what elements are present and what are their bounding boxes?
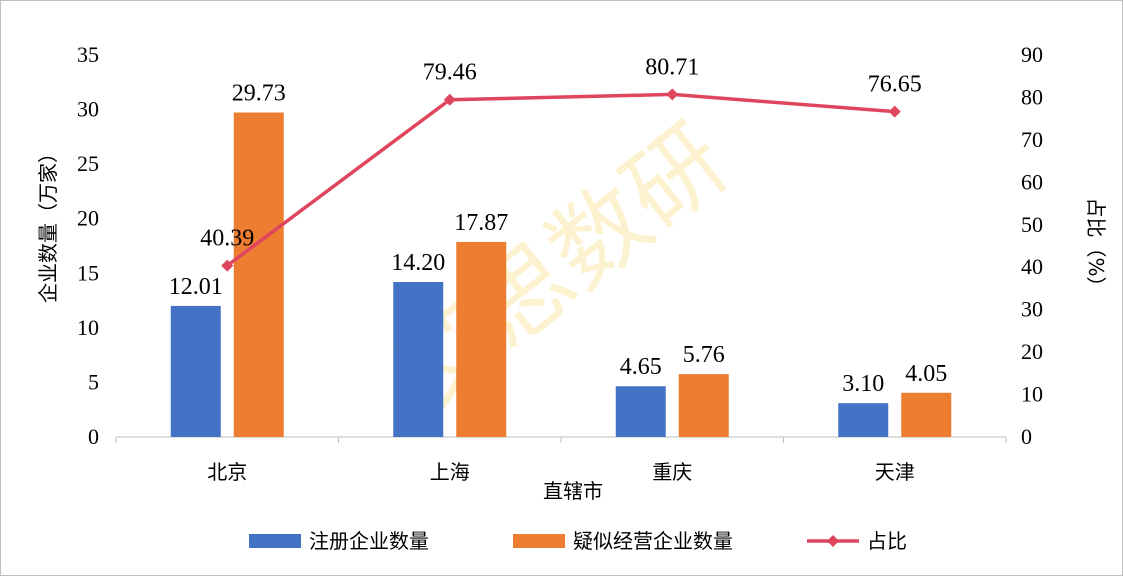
bar-value-label: 14.20 bbox=[391, 250, 445, 276]
y2-tick-label: 10 bbox=[1021, 382, 1043, 407]
line-point bbox=[888, 105, 901, 118]
line-layer bbox=[221, 88, 901, 272]
bar bbox=[838, 403, 889, 437]
y-tick-label: 30 bbox=[77, 97, 99, 122]
x-tick-label: 北京 bbox=[207, 460, 247, 484]
y2-tick-label: 70 bbox=[1021, 127, 1043, 152]
line-value-label: 76.65 bbox=[868, 72, 922, 98]
line-series bbox=[226, 92, 895, 267]
y2-tick-label: 60 bbox=[1021, 169, 1043, 194]
y-axis-title: 企业数量（万家） bbox=[36, 143, 60, 303]
bar bbox=[901, 392, 952, 437]
y-tick-label: 0 bbox=[88, 424, 99, 449]
y2-tick-label: 40 bbox=[1021, 254, 1043, 279]
bar bbox=[233, 112, 284, 438]
y-tick-label: 25 bbox=[77, 151, 99, 176]
line-point bbox=[221, 259, 234, 272]
legend-label: 疑似经营企业数量 bbox=[573, 529, 733, 553]
axes-layer: 北京 上海 重庆 天津 0 5 10 15 20 25 30 35 0 10 20 30 40 50 60 70 80 9… bbox=[36, 42, 1108, 503]
y-tick-label: 10 bbox=[77, 315, 99, 340]
x-tick-label: 重庆 bbox=[652, 460, 692, 484]
y2-tick-label: 0 bbox=[1021, 424, 1032, 449]
legend-label: 占比 bbox=[867, 529, 907, 553]
line-point bbox=[666, 88, 679, 101]
bar-value-label: 5.76 bbox=[683, 342, 725, 368]
y-tick-label: 5 bbox=[88, 369, 99, 394]
data-labels-layer: 12.01 14.20 4.65 3.10 29.73 17.87 5.76 4.05 40.3… bbox=[169, 54, 948, 397]
bar-value-label: 12.01 bbox=[169, 274, 223, 300]
line-value-label: 40.39 bbox=[200, 226, 254, 252]
bar bbox=[615, 386, 666, 437]
legend-marker bbox=[827, 535, 839, 547]
y-tick-label: 35 bbox=[77, 42, 99, 67]
y2-tick-label: 50 bbox=[1021, 212, 1043, 237]
y2-tick-label: 20 bbox=[1021, 339, 1043, 364]
y2-tick-label: 30 bbox=[1021, 297, 1043, 322]
bar-value-label: 3.10 bbox=[842, 371, 884, 397]
line-point bbox=[443, 93, 456, 106]
bar-value-label: 4.65 bbox=[620, 354, 662, 380]
line-value-label: 80.71 bbox=[645, 54, 699, 80]
bar-value-label: 17.87 bbox=[454, 210, 508, 236]
y2-axis-title: 占比（%） bbox=[1084, 197, 1108, 296]
bar bbox=[393, 282, 444, 437]
y2-tick-label: 90 bbox=[1021, 42, 1043, 67]
bar bbox=[678, 374, 729, 437]
bars-layer bbox=[170, 112, 952, 438]
bar bbox=[170, 305, 221, 437]
x-tick-label: 天津 bbox=[875, 460, 915, 484]
x-axis-title: 直辖市 bbox=[543, 479, 603, 503]
bar-value-label: 4.05 bbox=[905, 361, 947, 387]
legend-label: 注册企业数量 bbox=[309, 529, 429, 553]
legend-swatch bbox=[249, 534, 301, 548]
x-tick-label: 上海 bbox=[430, 460, 470, 484]
legend-swatch bbox=[513, 534, 565, 548]
y-tick-label: 15 bbox=[77, 260, 99, 285]
bar-value-label: 29.73 bbox=[232, 81, 286, 107]
y-tick-label: 20 bbox=[77, 206, 99, 231]
bar bbox=[456, 241, 507, 437]
legend: 注册企业数量 疑似经营企业数量 占比 bbox=[249, 529, 907, 553]
y2-tick-label: 80 bbox=[1021, 84, 1043, 109]
line-value-label: 79.46 bbox=[423, 60, 477, 86]
